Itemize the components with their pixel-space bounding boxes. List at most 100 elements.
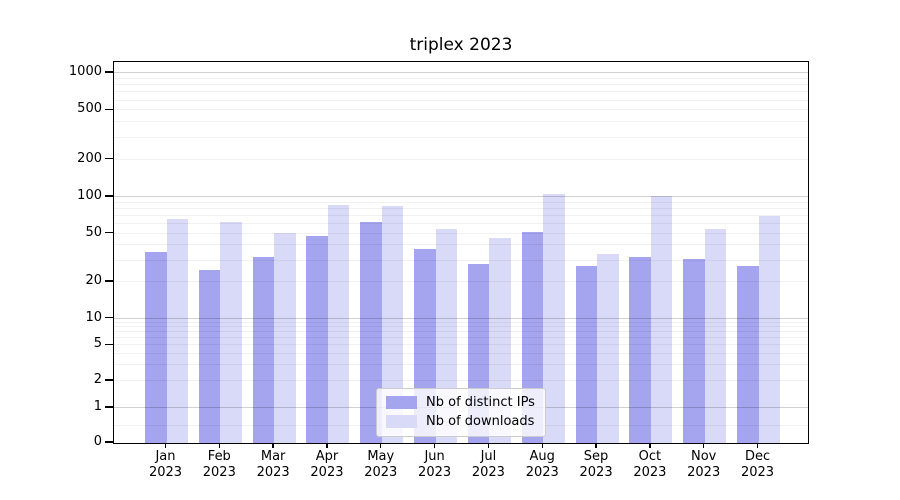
major-gridline xyxy=(114,196,808,197)
x-tick-year: 2023 xyxy=(579,465,613,480)
x-tick-year: 2023 xyxy=(633,465,667,480)
x-tick-year: 2023 xyxy=(687,465,721,480)
x-tick-label: May 2023 xyxy=(353,449,409,481)
y-tick-label: 1 xyxy=(93,399,102,414)
bar-downloads-nov xyxy=(704,228,727,443)
y-tick-label: 5 xyxy=(93,336,102,352)
minor-gridline xyxy=(114,380,808,382)
bar-downloads-jan xyxy=(166,218,188,443)
minor-gridline xyxy=(114,337,808,339)
minor-gridline xyxy=(114,201,808,203)
bar-downloads-feb xyxy=(220,222,242,443)
minor-gridline xyxy=(114,353,808,355)
x-tick-month: Jul xyxy=(480,449,497,464)
y-tick-mark xyxy=(105,316,113,319)
bar-downloads-mar xyxy=(274,232,296,443)
bar-distinct-ips-jan xyxy=(145,252,167,443)
x-tick-mark xyxy=(703,443,705,448)
y-tick-mark xyxy=(105,157,113,160)
legend-entry-distinct-ips: Nb of distinct IPs xyxy=(386,395,535,410)
bar-distinct-ips-may xyxy=(360,222,382,443)
minor-gridline xyxy=(114,99,808,101)
minor-gridline xyxy=(114,214,808,216)
x-tick-month: Jan xyxy=(155,449,176,464)
minor-gridline xyxy=(114,244,808,246)
y-tick-label: 100 xyxy=(77,188,102,203)
y-tick-mark xyxy=(105,71,113,73)
x-tick-year: 2023 xyxy=(256,465,290,480)
y-tick-label: 2 xyxy=(93,372,102,388)
bar-downloads-dec xyxy=(758,215,781,443)
x-tick-mark xyxy=(272,443,274,448)
x-tick-label: Oct 2023 xyxy=(622,449,678,481)
y-tick-mark xyxy=(105,406,113,408)
minor-gridline xyxy=(114,222,808,224)
x-tick-mark xyxy=(541,443,543,448)
y-tick-label: 50 xyxy=(85,224,102,240)
x-tick-mark xyxy=(164,443,167,448)
x-tick-label: Apr 2023 xyxy=(299,449,355,481)
x-tick-label: Aug 2023 xyxy=(514,449,570,481)
bar-downloads-sep xyxy=(597,253,619,443)
x-tick-mark xyxy=(487,443,490,448)
x-tick-mark xyxy=(218,443,220,448)
x-tick-mark xyxy=(433,443,436,448)
y-tick-mark xyxy=(105,441,113,443)
bar-distinct-ips-apr xyxy=(306,235,328,443)
x-tick-year: 2023 xyxy=(202,465,236,480)
minor-gridline xyxy=(114,364,808,366)
minor-gridline xyxy=(114,77,808,79)
bar-distinct-ips-sep xyxy=(575,266,598,443)
bar-distinct-ips-dec xyxy=(737,266,759,443)
x-tick-month: Oct xyxy=(638,449,662,464)
bar-distinct-ips-mar xyxy=(252,257,275,443)
bar-distinct-ips-nov xyxy=(683,258,705,443)
minor-gridline xyxy=(114,109,808,111)
minor-gridline xyxy=(114,158,808,160)
plot-area: Nb of distinct IPs Nb of downloads xyxy=(113,61,809,444)
minor-gridline xyxy=(114,259,808,261)
minor-gridline xyxy=(114,207,808,209)
minor-gridline xyxy=(114,321,808,323)
x-tick-mark xyxy=(649,443,651,448)
major-gridline xyxy=(114,72,808,73)
bar-distinct-ips-oct xyxy=(629,257,651,443)
y-tick-mark xyxy=(105,195,113,197)
x-tick-label: Dec 2023 xyxy=(730,449,786,481)
y-tick-label: 20 xyxy=(85,272,102,288)
y-tick-mark xyxy=(105,379,113,381)
legend: Nb of distinct IPs Nb of downloads xyxy=(376,388,546,437)
plot-canvas xyxy=(114,62,808,443)
bar-distinct-ips-feb xyxy=(198,270,221,443)
x-tick-month: Feb xyxy=(207,449,231,464)
y-tick-label: 500 xyxy=(77,101,102,117)
y-tick-label: 1000 xyxy=(68,64,102,79)
bar-downloads-apr xyxy=(327,204,350,443)
x-tick-year: 2023 xyxy=(740,465,775,480)
minor-gridline xyxy=(114,84,808,86)
x-tick-year: 2023 xyxy=(525,465,559,480)
x-tick-year: 2023 xyxy=(310,465,344,480)
x-tick-month: Dec xyxy=(744,449,771,464)
legend-entry-downloads: Nb of downloads xyxy=(386,414,535,429)
y-tick-label: 10 xyxy=(85,309,102,325)
y-tick-label: 200 xyxy=(77,150,102,166)
bar-downloads-aug xyxy=(543,194,565,443)
legend-label-distinct-ips: Nb of distinct IPs xyxy=(426,395,535,410)
minor-gridline xyxy=(114,326,808,328)
legend-swatch-downloads xyxy=(386,415,417,428)
minor-gridline xyxy=(114,331,808,333)
bar-downloads-oct xyxy=(650,196,673,443)
x-tick-month: Aug xyxy=(529,449,555,464)
minor-gridline xyxy=(114,91,808,93)
x-tick-year: 2023 xyxy=(148,465,183,480)
bar-downloads-may xyxy=(381,206,404,443)
x-tick-month: Sep xyxy=(583,449,609,464)
minor-gridline xyxy=(114,136,808,138)
chart-title: triplex 2023 xyxy=(409,35,513,55)
x-tick-mark xyxy=(756,443,759,448)
x-tick-year: 2023 xyxy=(364,465,398,480)
x-tick-label: Feb 2023 xyxy=(191,449,247,481)
x-tick-label: Mar 2023 xyxy=(245,449,301,481)
minor-gridline xyxy=(114,280,808,282)
